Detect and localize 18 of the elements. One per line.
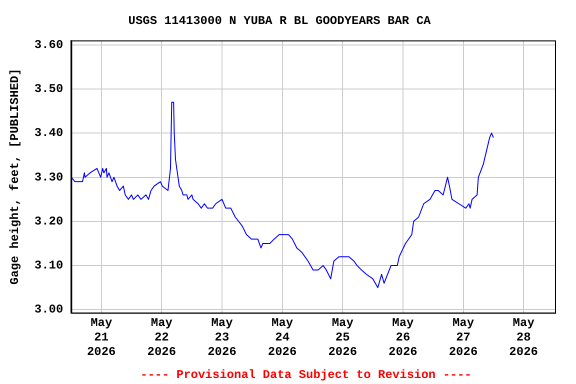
x-tick-label: May 22 2026	[147, 316, 176, 359]
y-tick-label: 3.10	[34, 258, 64, 273]
y-tick-label: 3.20	[34, 214, 64, 228]
x-tick-label: May 25 2026	[328, 316, 358, 359]
text: ---- Provisional Data Subject to Revision ----	[140, 368, 472, 382]
y-axis-title: Gage height, feet, [PUBLISHED]	[8, 68, 22, 285]
y-tick-label: 3.60	[34, 38, 64, 52]
y-tick-label: 3.50	[34, 82, 64, 96]
x-tick-label: May 28 2026	[509, 316, 538, 359]
y-tick-label: 3.00	[34, 302, 64, 317]
y-tick-label: 3.30	[34, 170, 64, 184]
x-tick-label: May 23 2026	[208, 316, 236, 359]
x-tick-label: May 27 2026	[448, 316, 478, 359]
x-tick-label: May 26 2026	[388, 316, 418, 359]
x-tick-label: May 21 2026	[86, 316, 116, 359]
y-tick-label: 3.40	[34, 126, 64, 140]
chart-title: USGS 11413000 N YUBA R BL GOODYEARS BAR CA	[128, 14, 432, 28]
x-tick-label: May 24 2026	[268, 316, 297, 359]
